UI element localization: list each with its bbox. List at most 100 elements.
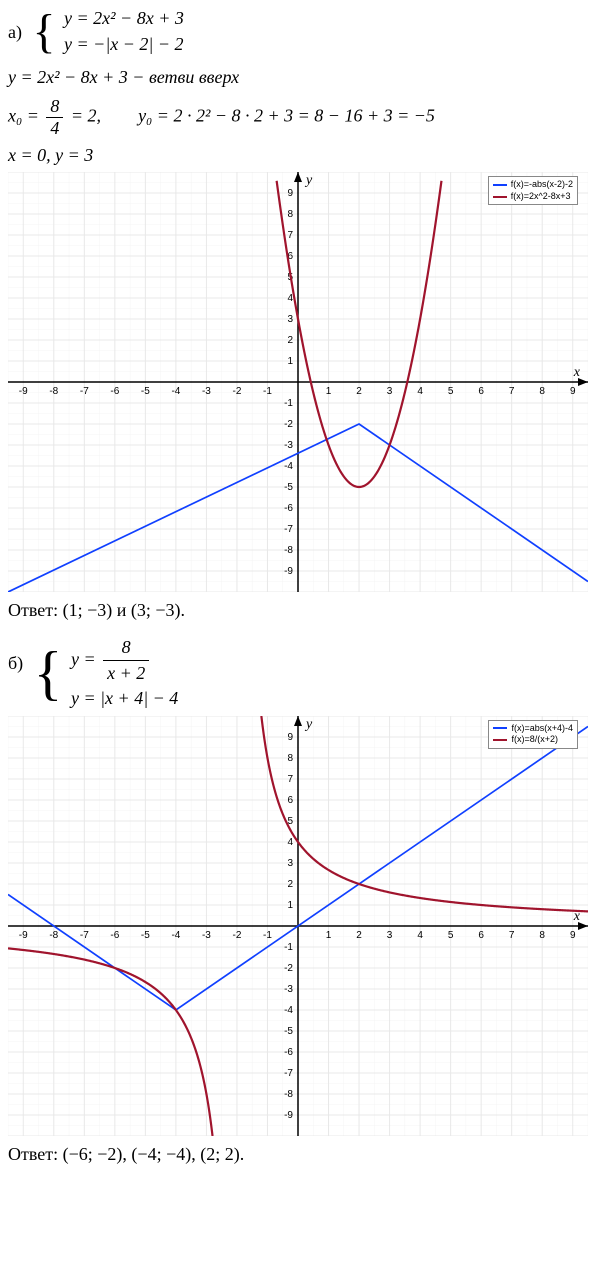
svg-text:-7: -7 <box>284 524 293 535</box>
svg-text:6: 6 <box>478 930 484 941</box>
answer-a-vals: (1; −3) и (3; −3). <box>63 600 185 620</box>
legend-a-text1: f(x)=-abs(x-2)-2 <box>511 179 573 191</box>
svg-text:-1: -1 <box>263 930 272 941</box>
svg-text:-8: -8 <box>49 386 58 397</box>
svg-text:-8: -8 <box>284 545 293 556</box>
system-brace: { <box>32 4 55 59</box>
x0-rhs: = 2, <box>71 106 101 126</box>
answer-a: Ответ: (1; −3) и (3; −3). <box>8 600 595 621</box>
svg-text:-6: -6 <box>110 386 119 397</box>
svg-text:8: 8 <box>539 386 545 397</box>
legend-swatch-blue-b <box>493 727 507 729</box>
svg-text:4: 4 <box>417 386 423 397</box>
legend-swatch-red <box>493 196 507 198</box>
answer-a-label: Ответ: <box>8 600 58 620</box>
svg-text:3: 3 <box>387 930 393 941</box>
answer-b-vals: (−6; −2), (−4; −4), (2; 2). <box>63 1144 245 1164</box>
svg-text:-7: -7 <box>80 930 89 941</box>
eq-a2: y = −|x − 2| − 2 <box>64 34 183 54</box>
svg-text:5: 5 <box>448 930 454 941</box>
y0-calc: y₀ = 2 · 2² − 8 · 2 + 3 = 8 − 16 + 3 = −… <box>138 106 435 126</box>
svg-text:-9: -9 <box>284 1110 293 1121</box>
svg-text:9: 9 <box>570 386 576 397</box>
legend-b: f(x)=abs(x+4)-4 f(x)=8/(x+2) <box>488 720 578 749</box>
svg-text:4: 4 <box>417 930 423 941</box>
system-brace-b: { <box>34 639 63 708</box>
svg-text:3: 3 <box>287 858 293 869</box>
problem-b-label: б) <box>8 653 23 674</box>
svg-text:6: 6 <box>287 795 293 806</box>
svg-text:-9: -9 <box>284 566 293 577</box>
frac-den-b: x + 2 <box>103 661 149 686</box>
eq-b2: y = |x + 4| − 4 <box>71 688 178 708</box>
frac-8-4: 8 4 <box>46 96 63 139</box>
frac-num: 8 <box>46 96 63 118</box>
legend-a-row2: f(x)=2x^2-8x+3 <box>493 191 573 203</box>
svg-text:9: 9 <box>287 732 293 743</box>
legend-swatch-blue <box>493 184 507 186</box>
svg-text:7: 7 <box>509 930 515 941</box>
svg-text:-8: -8 <box>284 1089 293 1100</box>
svg-text:9: 9 <box>287 188 293 199</box>
svg-text:2: 2 <box>287 335 293 346</box>
svg-text:-5: -5 <box>284 482 293 493</box>
svg-text:7: 7 <box>287 230 293 241</box>
frac-num-b: 8 <box>103 635 149 661</box>
svg-text:1: 1 <box>287 900 293 911</box>
svg-text:y: y <box>304 717 313 732</box>
eq-b1-lhs: y = <box>71 649 96 669</box>
svg-text:-9: -9 <box>19 930 28 941</box>
system-eqs-a: y = 2x² − 8x + 3 y = −|x − 2| − 2 <box>64 6 184 56</box>
svg-text:-4: -4 <box>171 930 180 941</box>
legend-b-row2: f(x)=8/(x+2) <box>493 734 573 746</box>
svg-text:-7: -7 <box>80 386 89 397</box>
svg-text:8: 8 <box>287 209 293 220</box>
svg-text:2: 2 <box>287 879 293 890</box>
svg-text:-1: -1 <box>284 398 293 409</box>
svg-text:7: 7 <box>509 386 515 397</box>
svg-text:x: x <box>573 365 581 380</box>
svg-text:8: 8 <box>287 753 293 764</box>
problem-b-system-row: б) { y = 8 x + 2 y = |x + 4| − 4 <box>8 635 595 712</box>
svg-text:9: 9 <box>570 930 576 941</box>
svg-text:1: 1 <box>287 356 293 367</box>
answer-b: Ответ: (−6; −2), (−4; −4), (2; 2). <box>8 1144 595 1165</box>
legend-b-text1: f(x)=abs(x+4)-4 <box>511 723 573 735</box>
eq-a1: y = 2x² − 8x + 3 <box>64 8 184 28</box>
chart-b-svg: -9-8-7-6-5-4-3-2-1123456789-9-8-7-6-5-4-… <box>8 716 588 1136</box>
answer-b-label: Ответ: <box>8 1144 58 1164</box>
svg-text:1: 1 <box>326 930 332 941</box>
chart-a: -9-8-7-6-5-4-3-2-1123456789-9-8-7-6-5-4-… <box>8 172 588 592</box>
legend-b-text2: f(x)=8/(x+2) <box>511 734 558 746</box>
svg-text:-2: -2 <box>284 963 293 974</box>
problem-a-label: а) <box>8 22 22 43</box>
problem-a-system-row: а) { y = 2x² − 8x + 3 y = −|x − 2| − 2 <box>8 4 595 59</box>
eq-b1: y = 8 x + 2 <box>71 649 152 669</box>
svg-text:-4: -4 <box>284 461 293 472</box>
svg-text:-1: -1 <box>284 942 293 953</box>
calc-a2: x = 0, y = 3 <box>8 145 595 166</box>
legend-a: f(x)=-abs(x-2)-2 f(x)=2x^2-8x+3 <box>488 176 578 205</box>
svg-text:3: 3 <box>287 314 293 325</box>
svg-text:-8: -8 <box>49 930 58 941</box>
svg-text:-4: -4 <box>171 386 180 397</box>
chart-a-svg: -9-8-7-6-5-4-3-2-1123456789-9-8-7-6-5-4-… <box>8 172 588 592</box>
legend-b-row1: f(x)=abs(x+4)-4 <box>493 723 573 735</box>
svg-text:-2: -2 <box>232 386 241 397</box>
x0-lhs: x₀ = <box>8 106 39 126</box>
legend-swatch-red-b <box>493 739 507 741</box>
svg-text:-9: -9 <box>19 386 28 397</box>
svg-text:-3: -3 <box>284 440 293 451</box>
svg-text:-5: -5 <box>141 386 150 397</box>
svg-text:-2: -2 <box>284 419 293 430</box>
svg-text:7: 7 <box>287 774 293 785</box>
svg-text:5: 5 <box>448 386 454 397</box>
svg-text:2: 2 <box>356 386 362 397</box>
system-eqs-b: y = 8 x + 2 y = |x + 4| − 4 <box>71 635 178 712</box>
legend-a-row1: f(x)=-abs(x-2)-2 <box>493 179 573 191</box>
svg-text:4: 4 <box>287 293 293 304</box>
svg-text:-7: -7 <box>284 1068 293 1079</box>
chart-b: -9-8-7-6-5-4-3-2-1123456789-9-8-7-6-5-4-… <box>8 716 588 1136</box>
svg-text:1: 1 <box>326 386 332 397</box>
svg-text:-3: -3 <box>284 984 293 995</box>
